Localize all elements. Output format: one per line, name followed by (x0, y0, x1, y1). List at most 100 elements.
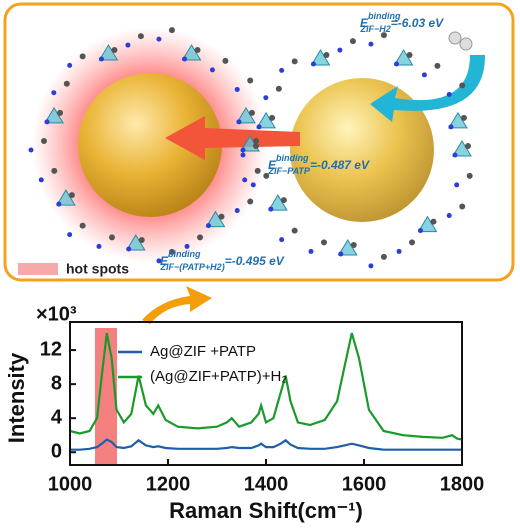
atom (108, 234, 115, 241)
atom (137, 33, 144, 40)
y-multiplier: ×10³ (36, 303, 77, 325)
atom (409, 239, 416, 246)
energy-sub: ZIF−(PATP+H2) (160, 262, 225, 272)
n-atom (96, 243, 102, 249)
atom (430, 218, 437, 225)
ag-sphere (78, 73, 222, 217)
atom (51, 167, 58, 174)
energy-label: Ebinding ZIF−(PATP+H2)=-0.495 eV (160, 249, 285, 272)
n-atom (28, 147, 34, 153)
energy-sup: binding (368, 11, 401, 21)
series-line (69, 332, 463, 441)
n-atom (368, 263, 374, 269)
n-atom (156, 258, 162, 264)
ag-sphere (290, 78, 434, 222)
energy-label: Ebinding ZIF−H2=-6.03 eV (360, 11, 445, 34)
atom (320, 239, 327, 246)
energy-sub: ZIF−H2 (360, 24, 391, 34)
n-atom (263, 95, 269, 101)
atom (138, 236, 145, 243)
x-axis-label: Raman Shift(cm⁻¹) (169, 498, 363, 523)
atom (247, 77, 254, 84)
energy-sup: binding (168, 249, 201, 259)
atom (350, 241, 357, 248)
energy-value: =-6.03 eV (391, 16, 444, 30)
n-atom (67, 232, 73, 238)
h2-arrow (370, 55, 486, 122)
n-atom (310, 61, 316, 67)
legend-label: (Ag@ZIF+PATP)+H₂ (150, 368, 287, 385)
n-atom (394, 61, 400, 67)
energy-symbol: E (160, 254, 169, 268)
energy-symbol: E (360, 16, 369, 30)
n-atom (44, 119, 50, 125)
plot-frame (69, 321, 463, 466)
n-atom (240, 147, 246, 153)
atom (57, 109, 64, 116)
atom (466, 172, 473, 179)
atom (291, 58, 298, 65)
atom (254, 167, 261, 174)
n-atom (209, 67, 215, 73)
hot-spot-swatch (18, 263, 58, 275)
n-atom (240, 152, 246, 158)
atom (349, 38, 356, 45)
n-atom (452, 152, 458, 158)
framework (28, 27, 473, 269)
atom (434, 62, 441, 69)
atom (380, 253, 387, 260)
atom (197, 234, 204, 241)
y-tick-label: 0 (51, 441, 62, 463)
atom (280, 197, 287, 204)
n-atom (234, 208, 240, 214)
n-atom (279, 237, 285, 243)
h2-atom (459, 37, 473, 51)
energy-symbol: E (268, 158, 277, 172)
energy-label: Ebinding ZIF−PATP=-0.487 eV (268, 153, 370, 176)
x-tick-label: 1000 (48, 473, 93, 495)
n-atom (446, 213, 452, 219)
n-atom (126, 246, 132, 252)
n-atom (67, 62, 73, 68)
atom (218, 213, 225, 220)
n-atom (338, 251, 344, 257)
atom (291, 227, 298, 234)
y-axis-label: Intensity (4, 352, 29, 443)
atom (269, 114, 276, 121)
atom (168, 27, 175, 34)
n-atom (51, 90, 57, 96)
n-atom (182, 56, 188, 62)
atom (248, 109, 255, 116)
y-tick-label: 8 (51, 372, 62, 394)
atom (465, 143, 471, 149)
transfer-arrow (165, 116, 300, 160)
n-atom (256, 124, 262, 130)
atom (79, 222, 86, 229)
y-tick-label: 12 (40, 338, 62, 360)
n-atom (337, 47, 343, 53)
atom (253, 138, 259, 144)
y-tick-label: 4 (51, 406, 63, 428)
n-atom (205, 223, 211, 229)
atom (79, 53, 86, 60)
atom (460, 114, 467, 121)
n-atom (98, 56, 104, 62)
n-atom (250, 182, 256, 188)
atom (459, 82, 466, 89)
n-atom (234, 86, 240, 92)
energy-sup: binding (276, 153, 309, 163)
x-tick-label: 1800 (440, 473, 485, 495)
atom (68, 192, 75, 199)
atom (406, 52, 413, 59)
n-atom (454, 182, 460, 188)
zoom-arrow (142, 286, 212, 324)
atom (275, 85, 282, 92)
n-atom (446, 91, 452, 97)
series-line (70, 438, 462, 451)
n-atom (268, 206, 274, 212)
atom (111, 47, 118, 54)
n-atom (125, 42, 131, 48)
n-atom (56, 201, 62, 207)
n-atom (308, 248, 314, 254)
